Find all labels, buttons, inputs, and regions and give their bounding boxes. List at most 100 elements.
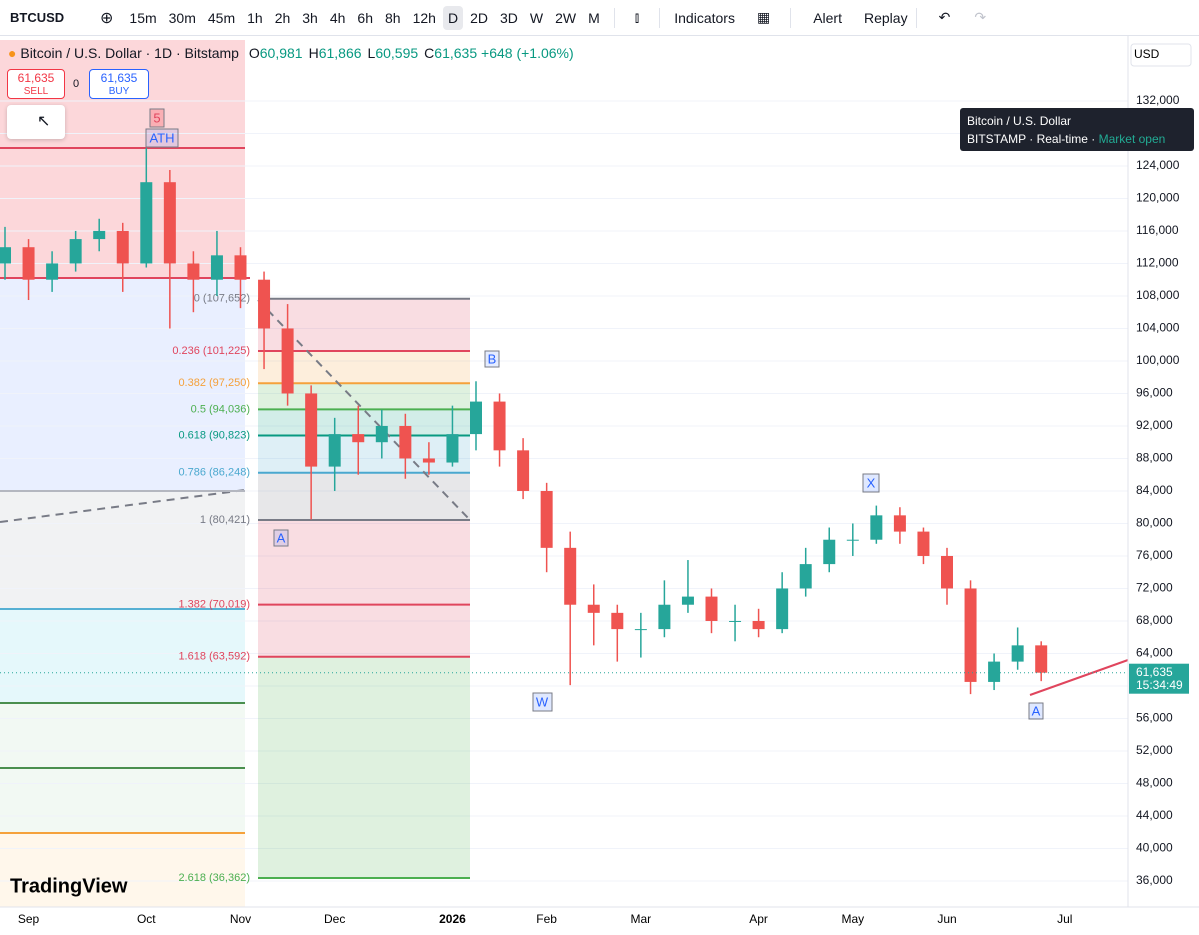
candle-body (988, 661, 1001, 682)
candle-body (587, 604, 600, 613)
candle-body (258, 279, 271, 329)
y-tick-label: 120,000 (1136, 191, 1180, 205)
ohlc-value: 61,866 (318, 45, 362, 61)
y-tick-label: 112,000 (1136, 256, 1179, 270)
wave-label: A (277, 530, 286, 545)
candle-body (69, 239, 82, 264)
fib-trend (257, 299, 471, 521)
y-tick-label: 76,000 (1136, 548, 1173, 562)
fib-band (258, 472, 470, 521)
interval[interactable]: 45m (207, 9, 236, 26)
ohlc: O60,981 H61,866 L60,595 C61,635 (243, 45, 477, 61)
indicators[interactable]: Indicators (674, 9, 735, 26)
alert[interactable]: Alert (813, 9, 842, 26)
replay[interactable]: Replay (863, 9, 908, 26)
x-tick-label: Sep (18, 912, 40, 926)
x-tick-label: Nov (230, 912, 251, 926)
candle-body (234, 255, 247, 280)
undo[interactable]: ↶ (938, 9, 951, 25)
wave-label: A (1032, 703, 1041, 718)
chart-type[interactable]: ⫾ (634, 9, 640, 25)
interval[interactable]: 3h (302, 9, 318, 26)
fib-label: 1.382 (70,019) (178, 598, 250, 610)
candle-body (941, 555, 953, 589)
interval[interactable]: 2W (555, 9, 577, 26)
interval[interactable]: D (442, 5, 464, 30)
x-tick-label: Jun (937, 912, 956, 926)
candle-body (846, 539, 859, 541)
spread: 0 (73, 78, 80, 90)
y-tick-label: 104,000 (1136, 321, 1180, 335)
candle-body (22, 247, 35, 280)
interval[interactable]: 15m (129, 9, 157, 26)
y-tick-label: 116,000 (1136, 223, 1179, 237)
x-tick-label: Oct (137, 912, 156, 926)
buy-button[interactable]: 61,635 BUY (89, 69, 149, 99)
wave-label: X (867, 475, 876, 490)
candle-body (210, 255, 223, 280)
tooltip-title: Bitcoin / U.S. Dollar (967, 114, 1072, 128)
currency-box[interactable] (1130, 43, 1192, 67)
sell-label: SELL (23, 86, 49, 97)
interval[interactable]: M (588, 9, 600, 26)
fib-label: 2.618 (36,362) (178, 872, 250, 884)
x-tick-label: Dec (324, 912, 345, 926)
interval[interactable]: 2D (470, 9, 488, 26)
candle-body (658, 604, 671, 630)
interval[interactable]: 1h (247, 9, 263, 26)
ohlc-key: L (367, 45, 376, 61)
interval[interactable]: 4h (329, 9, 346, 26)
separator (659, 7, 661, 28)
wave-label: B (488, 351, 497, 366)
y-tick-label: 84,000 (1136, 483, 1173, 497)
interval[interactable]: 6h (357, 9, 373, 26)
tooltip-status: Market open (1098, 132, 1166, 146)
y-tick-label: 80,000 (1136, 516, 1173, 530)
watermark: TradingView (10, 875, 128, 897)
interval[interactable]: 30m (168, 9, 196, 26)
currency[interactable]: USD (1134, 47, 1160, 61)
candle-body (46, 263, 59, 280)
intervals: 15m 30m 45m 1h 2h 3h 4h 6h 8h 12h D 2D 3D W 2W M (123, 5, 605, 30)
interval[interactable]: 2h (274, 9, 291, 26)
candle-body (540, 490, 553, 548)
fib-label: 0.382 (97,250) (178, 377, 250, 389)
candle-body (399, 425, 412, 459)
symbol-tooltip: Bitcoin / U.S. Dollar BITSTAMP · Real-ti… (960, 108, 1194, 151)
wave-label: 5 (153, 110, 160, 125)
candle-body (352, 434, 365, 443)
fib-label: 1 (80,421) (200, 514, 250, 526)
interval[interactable]: W (529, 9, 544, 26)
interval[interactable]: 12h (412, 9, 436, 26)
add-button[interactable]: ⊕ (100, 9, 114, 27)
interval[interactable]: 8h (385, 9, 401, 26)
fib-label: 0.236 (101,225) (172, 345, 250, 357)
redo[interactable]: ↷ (974, 9, 987, 25)
y-tick-label: 96,000 (1136, 386, 1173, 400)
candle-body (776, 588, 789, 630)
cursor-tool[interactable]: ↖ (7, 105, 65, 139)
symbol[interactable]: BTCUSD (10, 10, 65, 25)
interval[interactable]: 3D (499, 9, 518, 26)
countdown: 15:34:49 (1136, 678, 1183, 692)
candle-body (893, 515, 906, 532)
fib-retracement: 0 (107,652) 0.236 (101,225) 0.382 (97,250)… (172, 293, 470, 884)
wave-labels: 5 ATH A B W X A (145, 108, 1044, 720)
ohlc-value: 60,595 (375, 45, 419, 61)
y-tick-label: 88,000 (1136, 451, 1173, 465)
x-tick-label: 2026 (439, 912, 466, 926)
x-tick-label: Jul (1057, 912, 1072, 926)
x-tick-label: Feb (536, 912, 557, 926)
layouts[interactable]: ▦ (756, 9, 771, 25)
sell-button[interactable]: 61,635 SELL (7, 69, 65, 99)
price-axis (1128, 36, 1199, 907)
candle-body (0, 247, 11, 264)
candle-body (705, 596, 718, 621)
tooltip-exchange: BITSTAMP (967, 132, 1026, 146)
y-tick-label: 72,000 (1136, 581, 1173, 595)
y-tick-label: 108,000 (1136, 288, 1180, 302)
last-price: 61,635 (1136, 665, 1173, 679)
y-tick-label: 56,000 (1136, 711, 1173, 725)
ohlc-value: 61,635 (434, 45, 478, 61)
candle-body (611, 612, 624, 630)
